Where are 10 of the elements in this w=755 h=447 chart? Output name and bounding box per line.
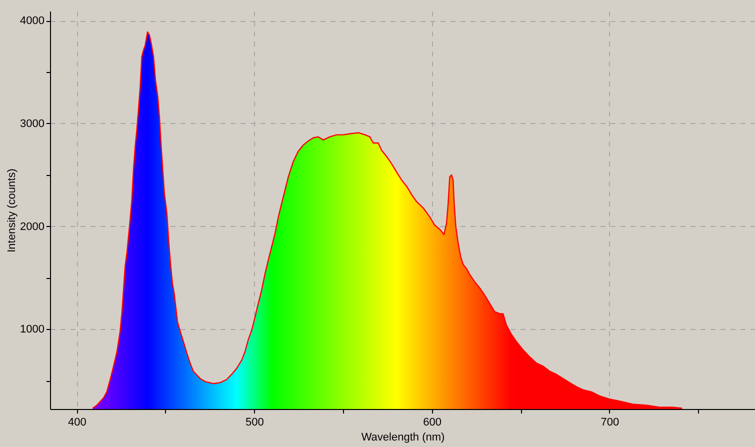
y-tick-label: 1000 [20, 324, 44, 336]
x-tick-label: 600 [423, 416, 442, 428]
x-tick-label: 500 [246, 416, 264, 428]
y-tick-label: 2000 [20, 220, 44, 233]
y-tick-label: 3000 [20, 118, 44, 130]
y-axis-title: Intensity (counts) [6, 168, 18, 252]
x-axis-title: Wavelength (nm) [361, 432, 445, 444]
x-tick-label: 400 [68, 416, 86, 428]
y-tick-label: 4000 [20, 15, 44, 28]
x-tick-label: 700 [600, 416, 620, 428]
